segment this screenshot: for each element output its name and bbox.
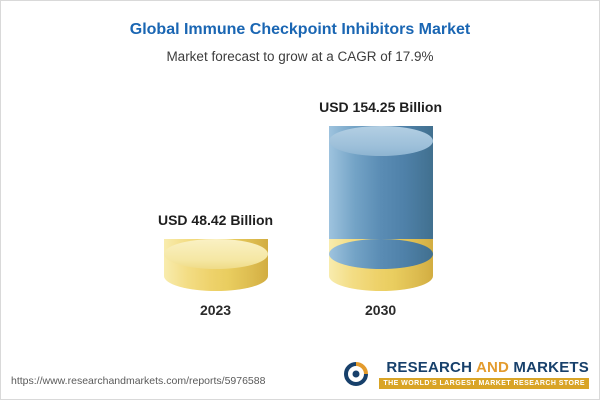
chart-subtitle: Market forecast to grow at a CAGR of 17.… bbox=[166, 49, 434, 64]
report-url-link[interactable]: https://www.researchandmarkets.com/repor… bbox=[11, 375, 266, 387]
logo-text: RESEARCH AND MARKETS THE WORLD'S LARGEST… bbox=[379, 359, 589, 389]
logo-word-research: RESEARCH bbox=[386, 359, 473, 376]
category-label-2023: 2023 bbox=[199, 302, 232, 318]
value-label-2023: USD 48.42 Billion bbox=[157, 212, 274, 228]
bar-2030-top-cap bbox=[328, 126, 433, 156]
logo-name: RESEARCH AND MARKETS bbox=[386, 359, 589, 376]
bar-group-2030: USD 154.25 Billion 2030 bbox=[319, 99, 442, 318]
bar-2030-junction bbox=[328, 239, 433, 269]
bar-2030-cylinder bbox=[328, 126, 433, 291]
logo-word-markets: MARKETS bbox=[513, 359, 589, 376]
researchandmarkets-logo: RESEARCH AND MARKETS THE WORLD'S LARGEST… bbox=[339, 357, 589, 391]
category-label-2030: 2030 bbox=[365, 302, 397, 318]
logo-tagline: THE WORLD'S LARGEST MARKET RESEARCH STOR… bbox=[379, 378, 589, 389]
value-label-2030: USD 154.25 Billion bbox=[319, 99, 443, 115]
bar-chart: USD 48.42 Billion 2023 USD 154.25 Billio… bbox=[1, 70, 599, 318]
bar-group-2023: USD 48.42 Billion 2023 bbox=[158, 212, 273, 318]
logo-word-and: AND bbox=[475, 359, 510, 376]
bar-2023-top-cap bbox=[163, 239, 268, 269]
chart-title: Global Immune Checkpoint Inhibitors Mark… bbox=[129, 21, 471, 38]
footer: https://www.researchandmarkets.com/repor… bbox=[1, 347, 599, 399]
chart-header: Global Immune Checkpoint Inhibitors Mark… bbox=[1, 1, 599, 64]
logo-mark-icon bbox=[344, 362, 369, 386]
bar-2023-cylinder bbox=[163, 239, 268, 291]
